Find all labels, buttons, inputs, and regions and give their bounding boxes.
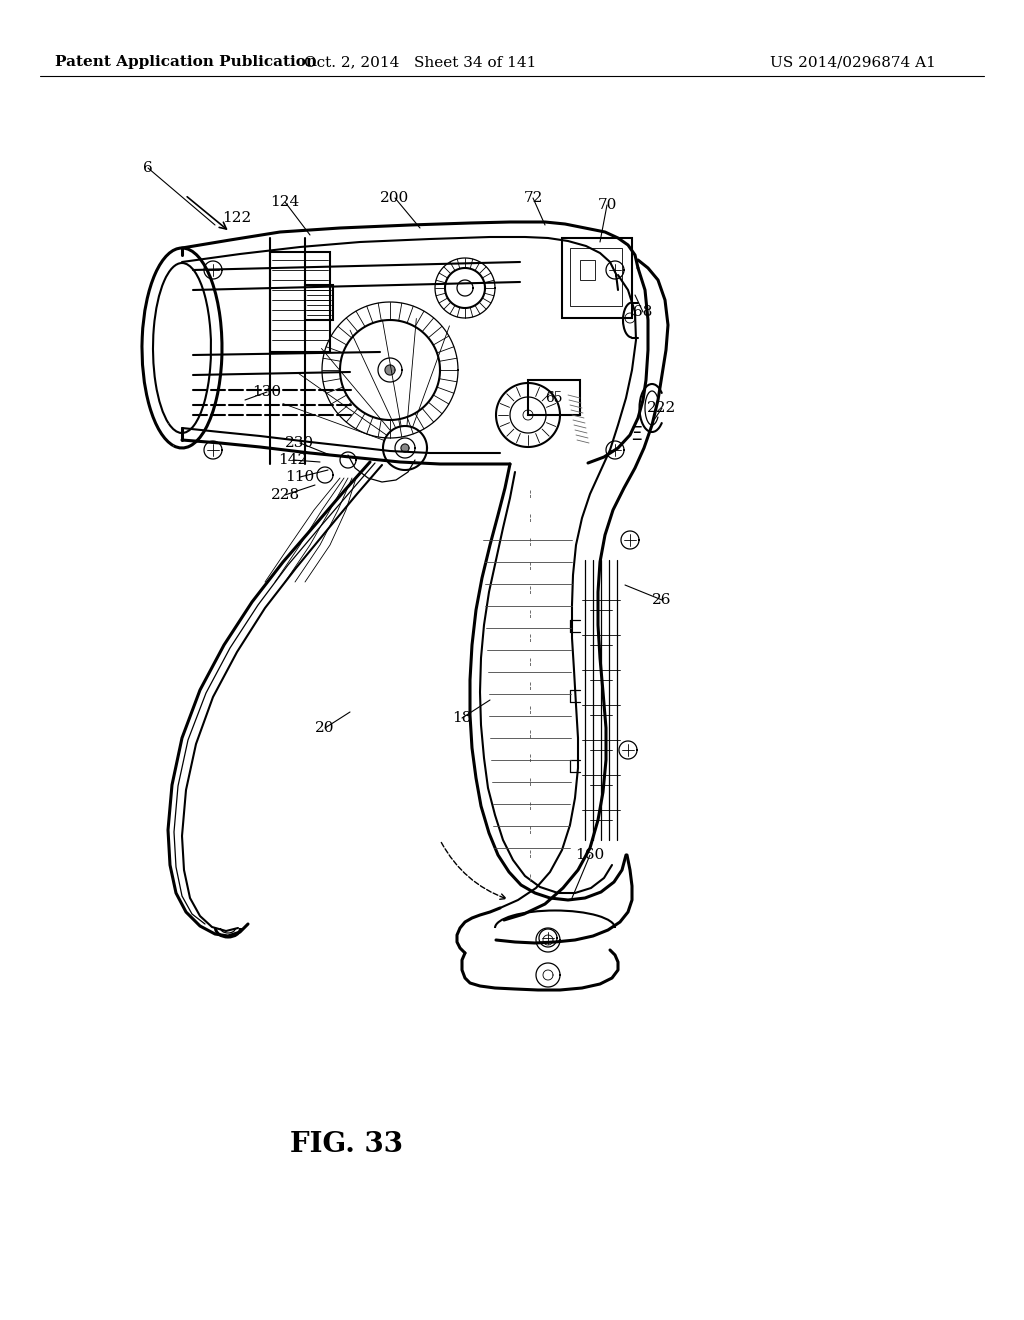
Bar xyxy=(580,260,595,280)
Text: Oct. 2, 2014   Sheet 34 of 141: Oct. 2, 2014 Sheet 34 of 141 xyxy=(304,55,537,69)
Bar xyxy=(570,248,622,306)
Bar xyxy=(562,238,632,318)
Text: 200: 200 xyxy=(380,191,410,205)
Text: 142: 142 xyxy=(279,453,307,467)
Polygon shape xyxy=(401,444,409,451)
Text: Patent Application Publication: Patent Application Publication xyxy=(55,55,317,69)
Text: 124: 124 xyxy=(270,195,300,209)
Text: 230: 230 xyxy=(286,436,314,450)
Text: 20: 20 xyxy=(315,721,335,735)
Text: 68: 68 xyxy=(633,305,652,319)
Text: US 2014/0296874 A1: US 2014/0296874 A1 xyxy=(770,55,936,69)
Bar xyxy=(528,380,580,414)
Text: 70: 70 xyxy=(597,198,616,213)
Text: 130: 130 xyxy=(253,385,282,399)
Text: 110: 110 xyxy=(286,470,314,484)
Text: 160: 160 xyxy=(575,847,604,862)
Text: Ξ: Ξ xyxy=(630,425,642,445)
Text: 122: 122 xyxy=(222,211,252,224)
Text: FIG. 33: FIG. 33 xyxy=(290,1131,403,1159)
Text: 6: 6 xyxy=(143,161,153,176)
Text: 18: 18 xyxy=(453,711,472,725)
Text: 65: 65 xyxy=(545,391,563,405)
Text: 228: 228 xyxy=(270,488,300,502)
Bar xyxy=(305,285,333,319)
Text: 222: 222 xyxy=(647,401,677,414)
Text: 26: 26 xyxy=(652,593,672,607)
Text: 72: 72 xyxy=(523,191,543,205)
Bar xyxy=(270,252,330,352)
Polygon shape xyxy=(385,366,395,375)
